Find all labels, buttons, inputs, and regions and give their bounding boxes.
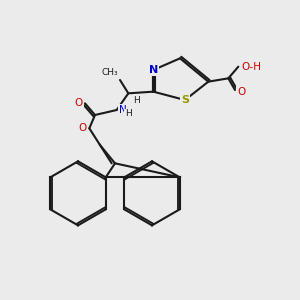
Text: CH₃: CH₃ <box>101 68 118 77</box>
Text: O: O <box>78 123 86 133</box>
Text: O: O <box>75 98 83 108</box>
Text: O-H: O-H <box>241 62 261 72</box>
Text: S: S <box>181 95 189 105</box>
Text: H: H <box>125 110 131 118</box>
Text: H: H <box>133 96 140 105</box>
Text: O: O <box>237 87 245 97</box>
Text: N: N <box>149 65 158 75</box>
Text: N: N <box>119 105 126 115</box>
